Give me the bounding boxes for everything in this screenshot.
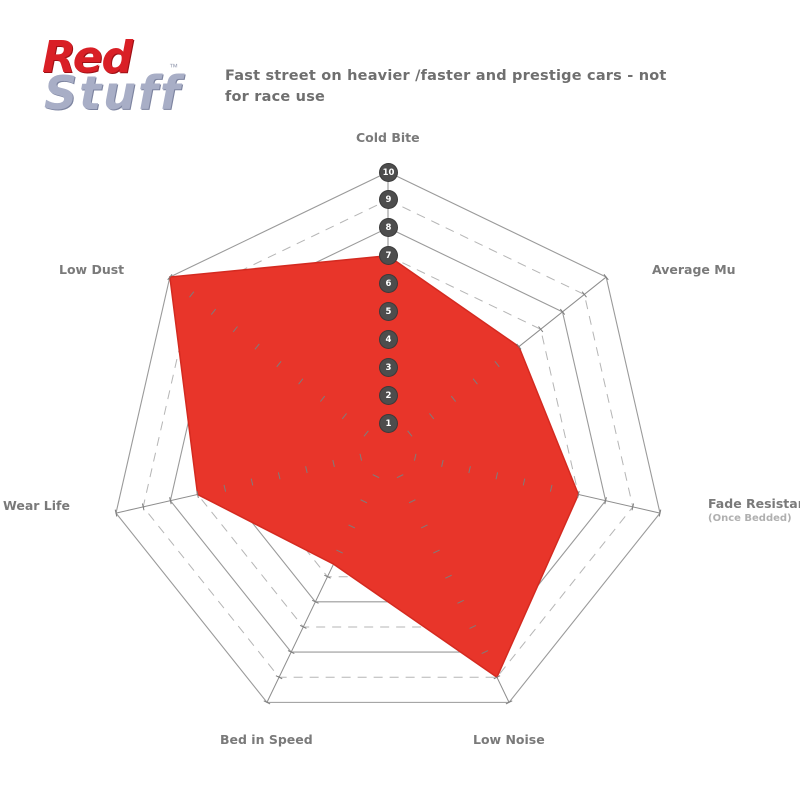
page-title: Fast street on heavier /faster and prest… [225, 68, 667, 105]
tick-mark [450, 395, 457, 402]
tick-mark [441, 459, 444, 467]
tick-mark [372, 474, 380, 479]
tick-mark [603, 273, 609, 281]
logo-word-stuff: Stuff [44, 66, 182, 120]
tick-mark [114, 509, 118, 517]
tick-mark [299, 624, 307, 629]
redstuff-logo: Red Stuff ™ [36, 34, 196, 134]
logo-word-red: Red [42, 32, 133, 83]
axis-label-low-noise: Low Noise [473, 732, 545, 747]
scale-badge-9: 9 [380, 191, 397, 208]
grid-ring-10 [115, 171, 661, 703]
tick-mark [468, 466, 471, 474]
tick-mark [363, 430, 369, 437]
tick-mark [336, 549, 343, 554]
tick-mark [298, 378, 304, 385]
axis-label-text: Wear Life [3, 498, 70, 513]
tick-mark [169, 497, 172, 505]
axis-label-low-dust: Low Dust [59, 262, 124, 277]
tick-mark [263, 700, 271, 705]
scale-badge-4: 4 [380, 331, 397, 348]
tick-mark [276, 360, 282, 368]
axis-label-text: Bed in Speed [220, 732, 313, 747]
scale-badge-5: 5 [380, 303, 397, 320]
axis-label-text: Cold Bite [356, 130, 420, 145]
tick-mark [232, 326, 238, 333]
tick-mark [472, 378, 478, 385]
scale-badge-6: 6 [380, 275, 397, 292]
tick-mark [332, 459, 335, 467]
tick-mark [408, 499, 416, 504]
tick-mark [311, 599, 319, 604]
scale-badge-2: 2 [380, 387, 397, 404]
tick-mark [407, 430, 413, 437]
tick-mark [549, 484, 553, 492]
tick-mark [420, 524, 428, 529]
axis-label-bed-in-speed: Bed in Speed [220, 732, 313, 747]
axis-label-wear-life: Wear Life [3, 498, 70, 513]
axis-label-text: Fade Resistance [708, 496, 800, 511]
tick-mark [196, 490, 199, 498]
tick-mark [445, 574, 452, 579]
scale-badge-1: 1 [380, 415, 397, 432]
tick-mark [210, 308, 217, 315]
tick-mark [413, 453, 417, 461]
tick-mark [494, 360, 500, 368]
tick-mark [493, 675, 501, 680]
tick-mark [141, 503, 145, 511]
grid-ring-7 [197, 255, 579, 628]
tick-mark [429, 413, 435, 420]
scale-badge-10: 10 [380, 164, 397, 181]
axis-label-text: Low Noise [473, 732, 545, 747]
tick-mark [275, 675, 283, 680]
axis-label-text: Average Mu [652, 262, 736, 277]
tick-mark [250, 478, 254, 486]
tick-mark [189, 291, 195, 298]
tick-mark [254, 343, 260, 350]
tick-mark [538, 326, 544, 333]
axis-label-text: Low Dust [59, 262, 125, 277]
tick-mark [348, 524, 356, 529]
trademark-symbol: ™ [169, 62, 178, 72]
axis-label-average-mu: Average Mu [652, 262, 736, 277]
axis-label-fade-resistance: Fade Resistance (Once Bedded) [708, 496, 800, 526]
scale-badge-8: 8 [380, 219, 397, 236]
scale-badge-7: 7 [380, 247, 397, 264]
tick-mark [481, 650, 489, 655]
tick-mark [360, 499, 368, 504]
tick-mark [341, 413, 347, 420]
tick-mark [359, 453, 363, 461]
tick-mark [559, 308, 566, 315]
tick-mark [287, 650, 295, 655]
tick-mark [319, 395, 326, 402]
axis-label-cold-bite: Cold Bite [356, 130, 420, 145]
series-polygon-0 [169, 254, 580, 679]
tick-mark [581, 291, 587, 298]
tick-mark [577, 490, 580, 498]
tick-mark [522, 478, 526, 486]
tick-mark [396, 474, 404, 479]
tick-mark [495, 472, 499, 480]
scale-badge-3: 3 [380, 359, 397, 376]
tick-mark [457, 599, 465, 604]
axis-sublabel-text: (Once Bedded) [708, 513, 792, 524]
tick-mark [277, 472, 281, 480]
tick-mark [516, 343, 522, 350]
tick-mark [658, 509, 662, 517]
tick-mark [433, 549, 440, 554]
tick-mark [167, 273, 173, 281]
axis-tick-marks [114, 273, 662, 705]
tick-mark [223, 484, 227, 492]
tick-mark [604, 497, 607, 505]
tick-mark [469, 624, 477, 629]
tick-mark [305, 466, 308, 474]
series-polygon-group [169, 254, 580, 679]
tick-mark [324, 574, 331, 579]
tick-mark [505, 700, 513, 705]
tick-mark [631, 503, 635, 511]
